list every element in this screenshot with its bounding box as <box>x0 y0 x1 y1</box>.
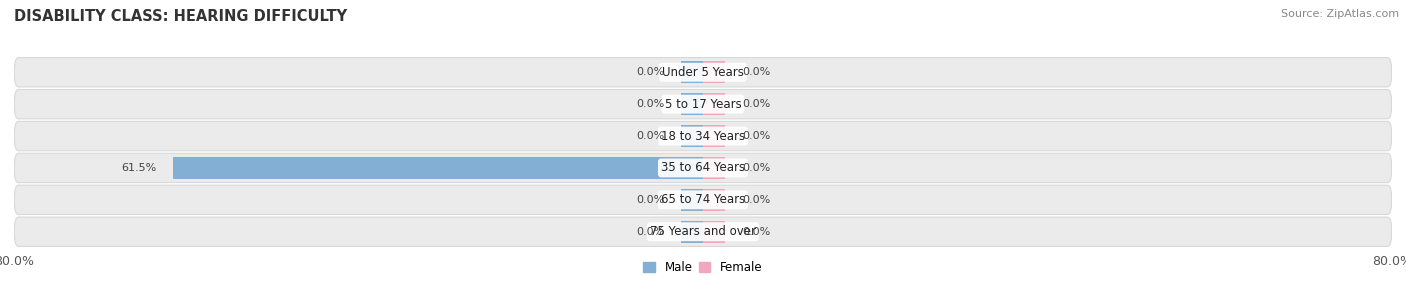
Text: 75 Years and over: 75 Years and over <box>650 225 756 238</box>
FancyBboxPatch shape <box>14 153 1392 183</box>
Text: 0.0%: 0.0% <box>636 67 664 77</box>
FancyBboxPatch shape <box>14 57 1392 87</box>
Text: 0.0%: 0.0% <box>742 99 770 109</box>
Text: 0.0%: 0.0% <box>742 227 770 237</box>
Bar <box>682 125 703 147</box>
Text: 0.0%: 0.0% <box>742 163 770 173</box>
Bar <box>703 189 724 211</box>
Bar <box>703 93 724 115</box>
Text: 18 to 34 Years: 18 to 34 Years <box>661 130 745 143</box>
Bar <box>703 125 724 147</box>
Legend: Male, Female: Male, Female <box>638 256 768 278</box>
FancyBboxPatch shape <box>14 121 1392 151</box>
Bar <box>173 157 703 179</box>
Text: 0.0%: 0.0% <box>636 195 664 205</box>
FancyBboxPatch shape <box>14 89 1392 119</box>
FancyBboxPatch shape <box>14 185 1392 215</box>
Text: Source: ZipAtlas.com: Source: ZipAtlas.com <box>1281 9 1399 19</box>
Text: 65 to 74 Years: 65 to 74 Years <box>661 193 745 206</box>
Text: 61.5%: 61.5% <box>121 163 156 173</box>
Bar <box>682 93 703 115</box>
Bar <box>703 221 724 243</box>
Bar <box>682 61 703 83</box>
FancyBboxPatch shape <box>14 217 1392 247</box>
Text: DISABILITY CLASS: HEARING DIFFICULTY: DISABILITY CLASS: HEARING DIFFICULTY <box>14 9 347 24</box>
Bar <box>703 61 724 83</box>
Text: Under 5 Years: Under 5 Years <box>662 66 744 79</box>
Text: 0.0%: 0.0% <box>636 227 664 237</box>
Text: 5 to 17 Years: 5 to 17 Years <box>665 98 741 111</box>
Text: 0.0%: 0.0% <box>742 131 770 141</box>
Text: 0.0%: 0.0% <box>742 195 770 205</box>
Text: 0.0%: 0.0% <box>636 99 664 109</box>
Bar <box>682 189 703 211</box>
Bar <box>682 221 703 243</box>
Text: 35 to 64 Years: 35 to 64 Years <box>661 161 745 174</box>
Text: 0.0%: 0.0% <box>636 131 664 141</box>
Bar <box>703 157 724 179</box>
Text: 0.0%: 0.0% <box>742 67 770 77</box>
